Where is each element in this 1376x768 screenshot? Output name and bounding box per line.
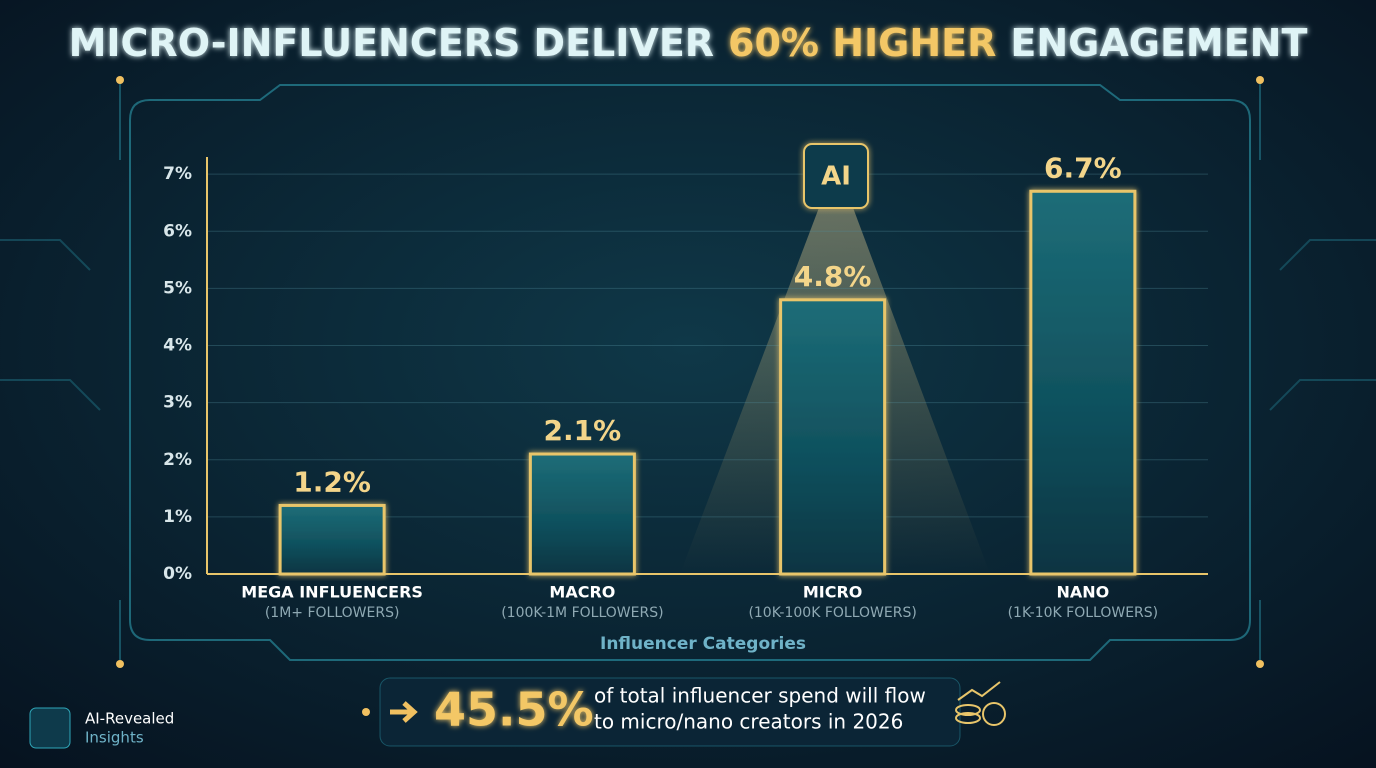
brand: AI-Revealed Insights xyxy=(29,707,174,749)
callout-dot xyxy=(362,708,370,716)
bar xyxy=(1029,189,1137,576)
title-lead: MICRO-INFLUENCERS DELIVER xyxy=(69,21,714,65)
callout-text: to micro/nano creators in 2026 xyxy=(594,710,903,734)
x-tick-label: MEGA INFLUENCERS xyxy=(241,583,423,602)
y-tick-label: 3% xyxy=(163,393,192,413)
callout-text: of total influencer spend will flow xyxy=(594,684,926,708)
value-label: 1.2% xyxy=(293,465,371,498)
brand-name: AI-Revealed xyxy=(85,710,174,728)
chip-body xyxy=(803,143,869,209)
callout-figure: 45.5% xyxy=(434,683,594,737)
bar xyxy=(528,452,636,576)
plot: 0% 1% 2% 3% 4% 5% 6% 7% 1.2% MEGA INFLUENCERS (1M+… xyxy=(163,151,1208,621)
y-tick-label: 1% xyxy=(163,507,192,527)
x-axis-title: Influencer Categories xyxy=(600,634,806,654)
x-tick-label: MACRO xyxy=(549,583,615,602)
x-tick-label: MICRO xyxy=(803,583,863,602)
y-tick-label: 7% xyxy=(163,164,192,184)
callout-box xyxy=(379,677,961,747)
x-tick-label: NANO xyxy=(1056,583,1109,602)
frame-dots xyxy=(116,76,1264,668)
y-tick-label: 4% xyxy=(163,336,192,356)
coins-icon xyxy=(955,681,1006,726)
value-label: 6.7% xyxy=(1044,151,1122,184)
callout-arrow xyxy=(390,701,418,723)
brand-name: Insights xyxy=(85,729,144,747)
value-label: 4.8% xyxy=(794,260,872,293)
callout: 45.5% of total influencer spend will flo… xyxy=(362,677,1006,747)
chart-title: MICRO-INFLUENCERS DELIVER 60% HIGHER ENGAG… xyxy=(69,21,1308,65)
x-tick-note: (100K-1M FOLLOWERS) xyxy=(501,605,663,621)
value-label: 2.1% xyxy=(544,414,622,447)
y-tick-label: 5% xyxy=(163,278,192,298)
bar xyxy=(779,298,887,576)
chip-label: AI xyxy=(821,162,851,192)
x-tick-note: (1M+ FOLLOWERS) xyxy=(265,605,400,621)
brand-icon xyxy=(29,707,71,749)
y-tick-label: 6% xyxy=(163,221,192,241)
bar xyxy=(278,503,386,576)
y-tick-label: 2% xyxy=(163,450,192,470)
frame xyxy=(0,80,1376,661)
title-tail: ENGAGEMENT xyxy=(1010,21,1307,65)
x-tick-note: (10K-100K FOLLOWERS) xyxy=(748,605,916,621)
ai-chip: AI xyxy=(803,143,869,209)
y-tick-label: 0% xyxy=(163,564,192,584)
title-highlight: 60% HIGHER xyxy=(728,21,996,65)
x-tick-note: (1K-10K FOLLOWERS) xyxy=(1008,605,1159,621)
